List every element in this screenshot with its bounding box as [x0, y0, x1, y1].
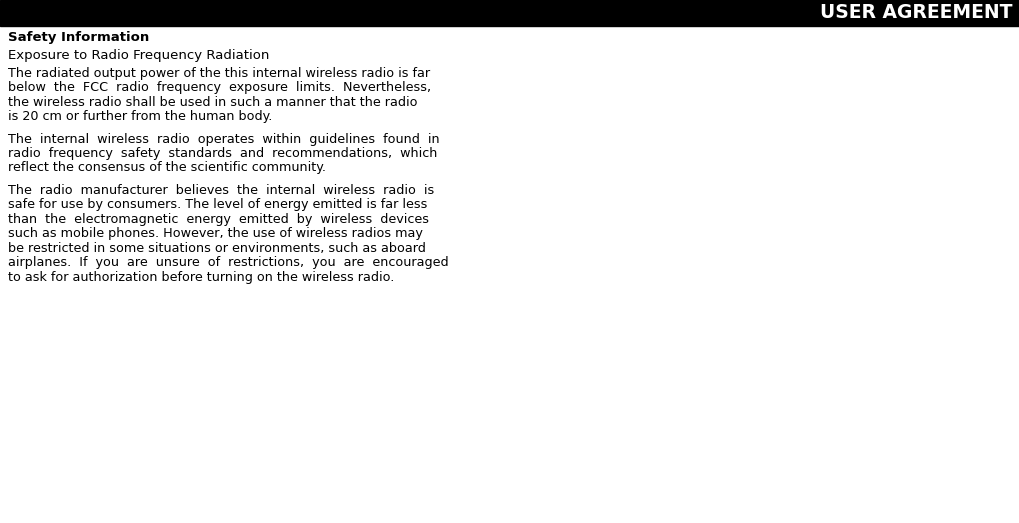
- Text: is 20 cm or further from the human body.: is 20 cm or further from the human body.: [8, 110, 272, 123]
- Text: safe for use by consumers. The level of energy emitted is far less: safe for use by consumers. The level of …: [8, 198, 427, 211]
- Text: reflect the consensus of the scientific community.: reflect the consensus of the scientific …: [8, 162, 326, 175]
- Text: Safety Information: Safety Information: [8, 31, 149, 44]
- Text: The  internal  wireless  radio  operates  within  guidelines  found  in: The internal wireless radio operates wit…: [8, 132, 439, 145]
- Text: The radiated output power of the this internal wireless radio is far: The radiated output power of the this in…: [8, 66, 430, 79]
- Text: the wireless radio shall be used in such a manner that the radio: the wireless radio shall be used in such…: [8, 96, 418, 109]
- Text: below  the  FCC  radio  frequency  exposure  limits.  Nevertheless,: below the FCC radio frequency exposure l…: [8, 81, 431, 94]
- Text: The  radio  manufacturer  believes  the  internal  wireless  radio  is: The radio manufacturer believes the inte…: [8, 184, 434, 197]
- Bar: [0, 0, 1019, 26]
- Text: than  the  electromagnetic  energy  emitted  by  wireless  devices: than the electromagnetic energy emitted …: [8, 213, 429, 226]
- Text: such as mobile phones. However, the use of wireless radios may: such as mobile phones. However, the use …: [8, 228, 423, 241]
- Text: radio  frequency  safety  standards  and  recommendations,  which: radio frequency safety standards and rec…: [8, 147, 437, 160]
- Text: airplanes.  If  you  are  unsure  of  restrictions,  you  are  encouraged: airplanes. If you are unsure of restrict…: [8, 256, 448, 269]
- Text: USER AGREEMENT: USER AGREEMENT: [820, 4, 1013, 22]
- Text: Exposure to Radio Frequency Radiation: Exposure to Radio Frequency Radiation: [8, 49, 269, 62]
- Text: be restricted in some situations or environments, such as aboard: be restricted in some situations or envi…: [8, 242, 426, 255]
- Text: to ask for authorization before turning on the wireless radio.: to ask for authorization before turning …: [8, 271, 394, 284]
